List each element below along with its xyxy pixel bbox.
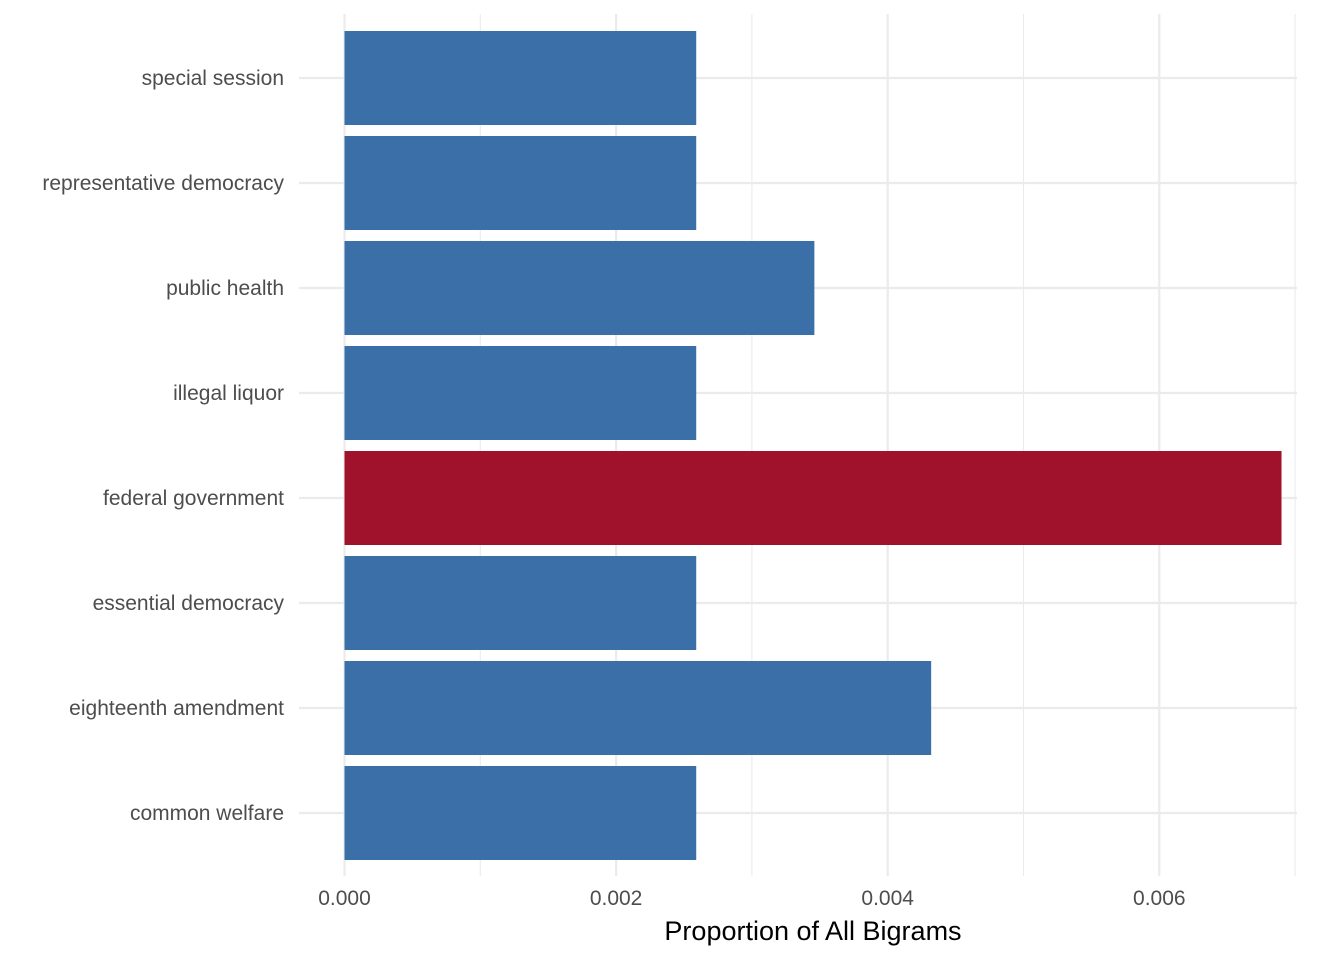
x-tick-label: 0.000 bbox=[318, 887, 371, 910]
bar-federal-government bbox=[344, 451, 1282, 545]
y-tick-label: public health bbox=[166, 277, 284, 300]
x-tick-label: 0.004 bbox=[861, 887, 914, 910]
bar-eighteenth-amendment bbox=[344, 661, 932, 755]
y-tick-label: essential democracy bbox=[93, 592, 285, 615]
y-axis-tick-labels: special session representative democracy p… bbox=[42, 67, 284, 825]
y-tick-label: representative democracy bbox=[42, 172, 284, 195]
bar-special-session bbox=[344, 31, 697, 125]
y-tick-label: common welfare bbox=[130, 802, 284, 825]
bar-common-welfare bbox=[344, 766, 697, 860]
bars bbox=[344, 31, 1282, 860]
x-tick-label: 0.002 bbox=[590, 887, 643, 910]
x-tick-label: 0.006 bbox=[1133, 887, 1186, 910]
y-tick-label: federal government bbox=[103, 487, 284, 510]
y-tick-label: special session bbox=[142, 67, 284, 90]
bar-public-health bbox=[344, 241, 815, 335]
y-tick-label: eighteenth amendment bbox=[69, 697, 284, 720]
bar-illegal-liquor bbox=[344, 346, 697, 440]
bar-essential-democracy bbox=[344, 556, 697, 650]
bar-representative-democracy bbox=[344, 136, 697, 230]
x-axis-title: Proportion of All Bigrams bbox=[664, 916, 961, 946]
x-axis-tick-labels: 0.000 0.002 0.004 0.006 bbox=[318, 887, 1185, 910]
y-tick-label: illegal liquor bbox=[173, 382, 284, 405]
